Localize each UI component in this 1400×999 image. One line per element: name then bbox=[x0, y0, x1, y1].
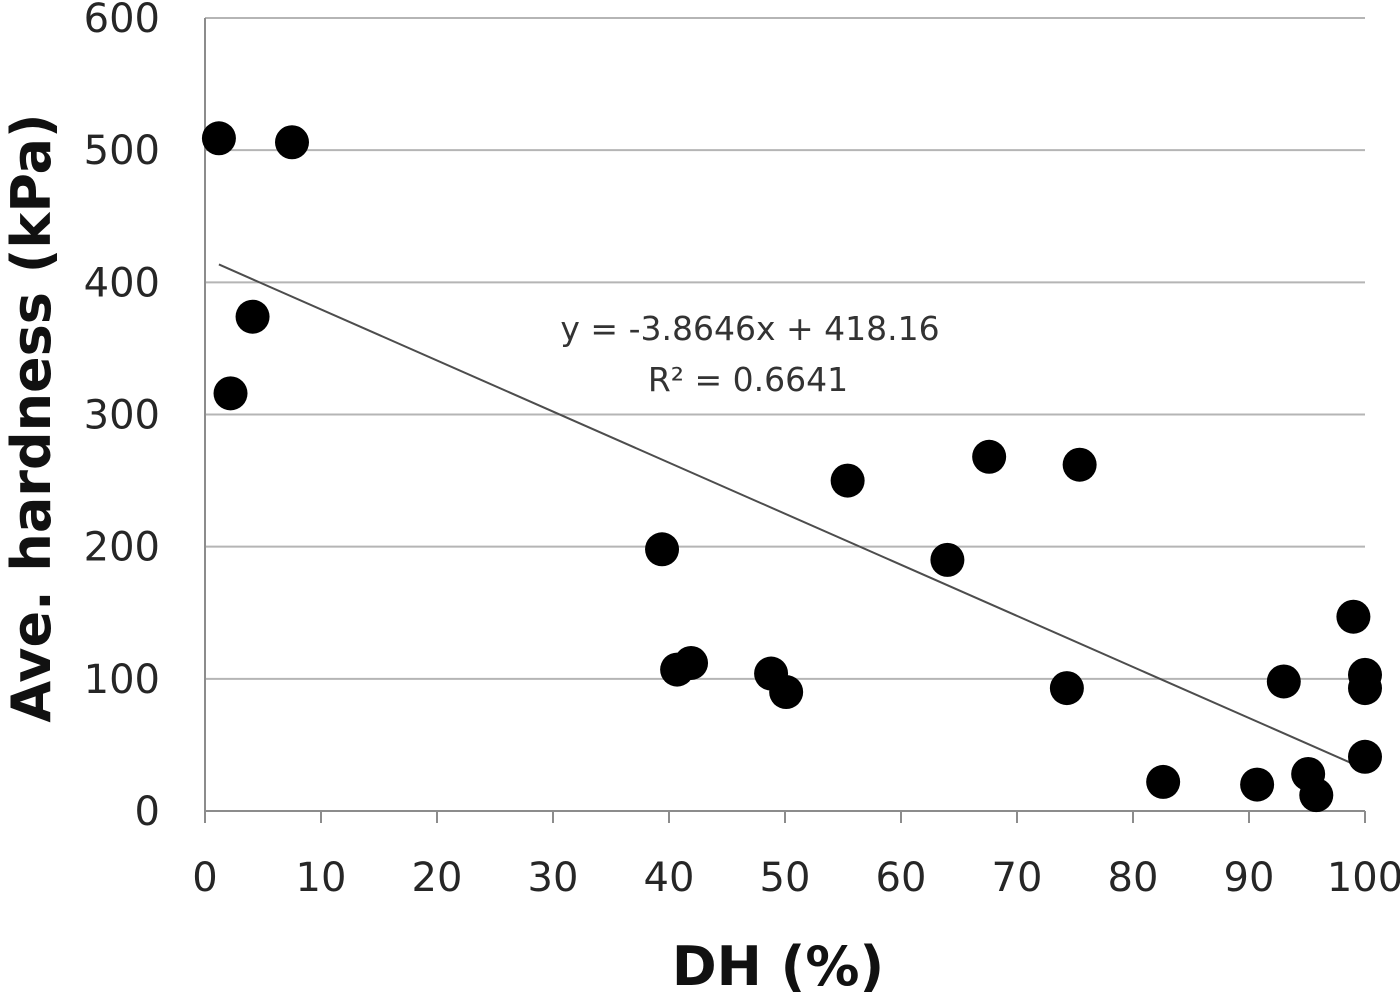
data-point bbox=[1062, 447, 1097, 482]
data-point bbox=[275, 125, 309, 160]
y-tick-label-400: 400 bbox=[84, 260, 160, 306]
data-point bbox=[1266, 664, 1301, 699]
data-point bbox=[972, 439, 1007, 474]
data-point bbox=[769, 675, 804, 710]
data-point bbox=[1348, 671, 1382, 706]
data-point bbox=[1299, 778, 1334, 813]
x-tick-label-50: 50 bbox=[760, 855, 811, 901]
y-tick-label-100: 100 bbox=[84, 657, 160, 703]
data-points bbox=[201, 121, 1382, 813]
data-point bbox=[1336, 599, 1371, 634]
trendline-group bbox=[218, 263, 1361, 768]
data-point bbox=[213, 376, 248, 411]
x-tick-label-100: 100 bbox=[1327, 855, 1400, 901]
data-point bbox=[930, 542, 965, 577]
x-tick-label-0: 0 bbox=[192, 855, 217, 901]
x-tick-labels: 0 10 20 30 40 50 60 70 80 90 100 bbox=[192, 855, 1400, 901]
x-tick-label-70: 70 bbox=[992, 855, 1043, 901]
data-point bbox=[1348, 739, 1382, 774]
y-tick-label-600: 600 bbox=[84, 0, 160, 42]
x-tick-label-20: 20 bbox=[412, 855, 463, 901]
x-axis-title: DH (%) bbox=[672, 935, 884, 998]
data-point bbox=[830, 463, 865, 498]
data-point bbox=[1240, 767, 1275, 802]
x-tick-label-10: 10 bbox=[296, 855, 347, 901]
x-tick-label-80: 80 bbox=[1108, 855, 1159, 901]
data-point bbox=[201, 121, 236, 156]
data-point bbox=[1146, 764, 1181, 799]
gridlines bbox=[205, 17, 1365, 680]
trendline-r-squared: R² = 0.6641 bbox=[648, 360, 848, 399]
data-point bbox=[1049, 671, 1084, 706]
axes bbox=[204, 18, 1366, 823]
y-tick-label-500: 500 bbox=[84, 128, 160, 174]
y-axis-title: Ave. hardness (kPa) bbox=[0, 113, 63, 722]
x-tick-label-60: 60 bbox=[876, 855, 927, 901]
trendline-equation: y = -3.8646x + 418.16 bbox=[560, 309, 939, 348]
data-point bbox=[674, 645, 709, 680]
data-point bbox=[645, 532, 680, 567]
x-tick-label-90: 90 bbox=[1224, 855, 1275, 901]
y-tick-label-300: 300 bbox=[84, 393, 160, 439]
y-tick-label-0: 0 bbox=[135, 789, 160, 835]
trendline bbox=[218, 263, 1361, 768]
x-tick-label-40: 40 bbox=[644, 855, 695, 901]
y-tick-labels: 0 100 200 300 400 500 600 bbox=[84, 0, 160, 835]
y-tick-label-200: 200 bbox=[84, 525, 160, 571]
x-tick-label-30: 30 bbox=[528, 855, 579, 901]
data-point bbox=[235, 299, 270, 334]
